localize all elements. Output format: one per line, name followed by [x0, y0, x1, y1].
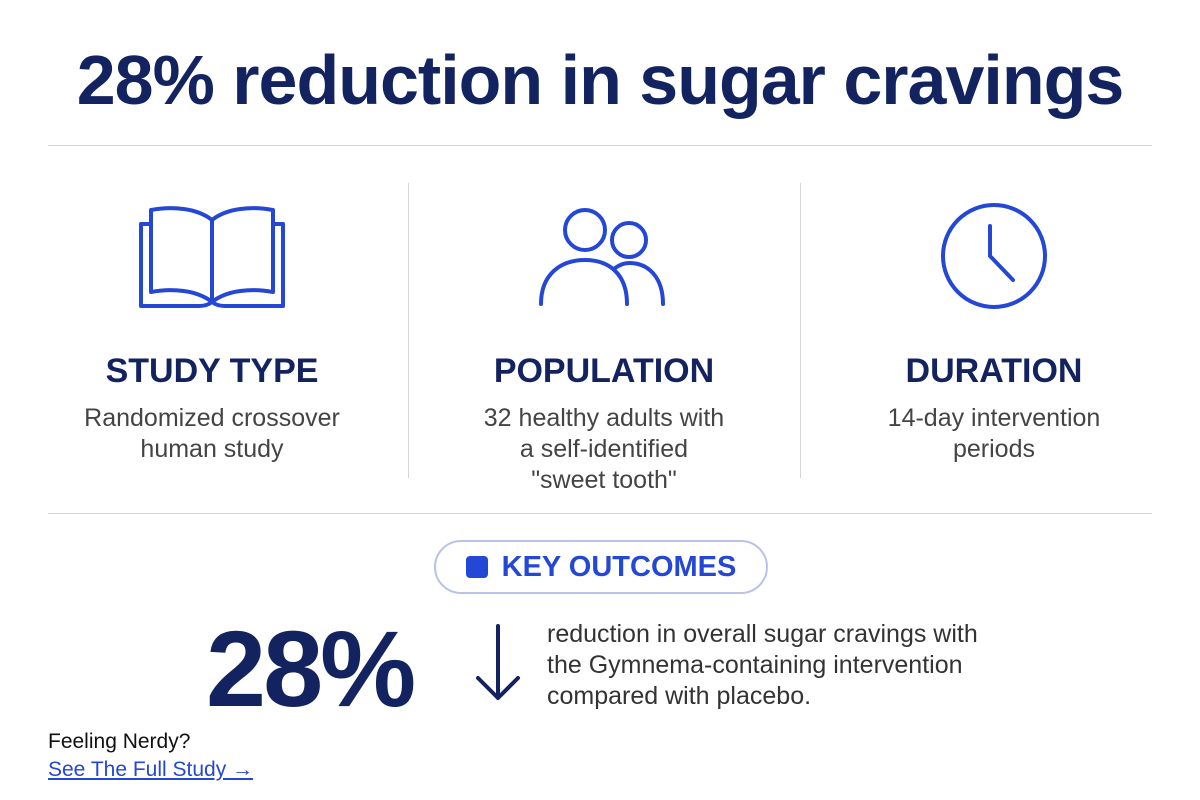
heading: STUDY TYPE — [105, 352, 319, 390]
book-icon — [139, 206, 285, 308]
text-line: Randomized crossover — [84, 404, 340, 432]
column: POPULATION 32 healthy adults with a self-… — [408, 200, 800, 496]
column: STUDY TYPE Randomized crossover human stu… — [16, 200, 408, 465]
people-icon — [539, 208, 665, 306]
text-line: reduction in overall sugar cravings with — [547, 620, 978, 648]
text-line: 14-day intervention — [887, 404, 1101, 432]
column: DURATION 14-day intervention periods — [798, 200, 1190, 465]
text-line: human study — [140, 435, 284, 463]
text-line: compared with placebo. — [547, 682, 812, 710]
down-arrow — [476, 624, 520, 700]
title: 28% reduction in sugar cravings — [76, 41, 1125, 119]
divider — [408, 183, 409, 478]
stat: 28% — [206, 608, 416, 729]
heading: POPULATION — [493, 352, 715, 390]
clock-icon — [941, 203, 1047, 309]
badge-label: KEY OUTCOMES — [501, 550, 737, 583]
text-line: the Gymnema-containing intervention — [547, 651, 963, 679]
description: 32 healthy adults with a self-identified "… — [408, 403, 800, 496]
badge-icon — [465, 556, 488, 578]
heading: DURATION — [905, 352, 1083, 390]
footer-prompt: Feeling Nerdy? — [48, 730, 191, 753]
text-line: 32 healthy adults with — [483, 404, 725, 432]
study-link[interactable]: See The Full Study → — [48, 758, 254, 781]
divider — [48, 145, 1152, 146]
divider — [800, 183, 801, 478]
text-line: "sweet tooth" — [531, 466, 677, 494]
description: 14-day intervention periods — [798, 403, 1190, 465]
badge: KEY OUTCOMES — [434, 540, 768, 594]
text-line: a self-identified — [519, 435, 689, 463]
text-line: periods — [953, 435, 1035, 463]
divider — [48, 513, 1152, 514]
description: Randomized crossover human study — [16, 403, 408, 465]
outcome-description: reduction in overall sugar cravings with… — [547, 619, 978, 712]
